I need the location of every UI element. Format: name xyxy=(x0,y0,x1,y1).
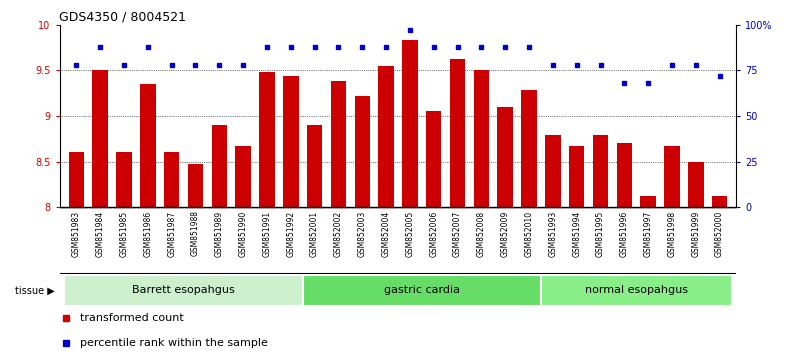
Bar xyxy=(402,40,418,207)
Bar xyxy=(236,146,251,207)
Bar xyxy=(116,153,132,207)
FancyBboxPatch shape xyxy=(302,275,541,306)
Text: GSM851983: GSM851983 xyxy=(72,210,81,257)
Text: GSM851984: GSM851984 xyxy=(96,210,105,257)
Text: GSM852006: GSM852006 xyxy=(429,210,439,257)
Text: GSM851986: GSM851986 xyxy=(143,210,152,257)
Bar xyxy=(212,125,227,207)
Text: GSM852009: GSM852009 xyxy=(501,210,509,257)
Text: GSM851985: GSM851985 xyxy=(119,210,128,257)
Bar xyxy=(354,96,370,207)
Bar xyxy=(92,70,108,207)
Text: GSM851990: GSM851990 xyxy=(239,210,248,257)
FancyBboxPatch shape xyxy=(541,275,732,306)
Text: GSM851999: GSM851999 xyxy=(691,210,700,257)
Bar xyxy=(474,70,489,207)
Text: GSM852000: GSM852000 xyxy=(715,210,724,257)
FancyBboxPatch shape xyxy=(64,275,302,306)
Text: GSM852003: GSM852003 xyxy=(357,210,367,257)
Bar xyxy=(426,112,442,207)
Text: GSM852002: GSM852002 xyxy=(334,210,343,257)
Text: GSM851996: GSM851996 xyxy=(620,210,629,257)
Bar xyxy=(617,143,632,207)
Bar xyxy=(498,107,513,207)
Bar xyxy=(259,72,275,207)
Bar xyxy=(307,125,322,207)
Text: GSM852004: GSM852004 xyxy=(381,210,391,257)
Text: GSM851992: GSM851992 xyxy=(287,210,295,257)
Text: normal esopahgus: normal esopahgus xyxy=(585,285,688,295)
Bar xyxy=(450,59,466,207)
Text: GSM852005: GSM852005 xyxy=(405,210,415,257)
Bar xyxy=(330,81,346,207)
Text: GSM851989: GSM851989 xyxy=(215,210,224,257)
Text: percentile rank within the sample: percentile rank within the sample xyxy=(80,338,268,348)
Bar xyxy=(188,164,203,207)
Bar xyxy=(569,146,584,207)
Bar xyxy=(712,196,728,207)
Bar xyxy=(140,84,155,207)
Text: GSM852007: GSM852007 xyxy=(453,210,462,257)
Text: GSM851994: GSM851994 xyxy=(572,210,581,257)
Text: GSM851987: GSM851987 xyxy=(167,210,176,257)
Text: GSM852008: GSM852008 xyxy=(477,210,486,257)
Text: GSM851998: GSM851998 xyxy=(668,210,677,257)
Bar xyxy=(688,161,704,207)
Bar xyxy=(545,135,560,207)
Bar xyxy=(68,153,84,207)
Text: GSM851993: GSM851993 xyxy=(548,210,557,257)
Text: GSM851995: GSM851995 xyxy=(596,210,605,257)
Text: Barrett esopahgus: Barrett esopahgus xyxy=(132,285,235,295)
Bar xyxy=(664,146,680,207)
Text: gastric cardia: gastric cardia xyxy=(384,285,460,295)
Bar xyxy=(164,153,179,207)
Text: GSM852010: GSM852010 xyxy=(525,210,533,257)
Text: GSM851991: GSM851991 xyxy=(263,210,271,257)
Text: GSM851988: GSM851988 xyxy=(191,210,200,256)
Text: GDS4350 / 8004521: GDS4350 / 8004521 xyxy=(59,11,186,24)
Text: transformed count: transformed count xyxy=(80,313,184,323)
Bar xyxy=(283,76,298,207)
Bar xyxy=(378,66,394,207)
Bar xyxy=(641,196,656,207)
Text: GSM851997: GSM851997 xyxy=(644,210,653,257)
Bar xyxy=(593,135,608,207)
Text: tissue ▶: tissue ▶ xyxy=(15,285,55,295)
Bar xyxy=(521,90,537,207)
Text: GSM852001: GSM852001 xyxy=(310,210,319,257)
